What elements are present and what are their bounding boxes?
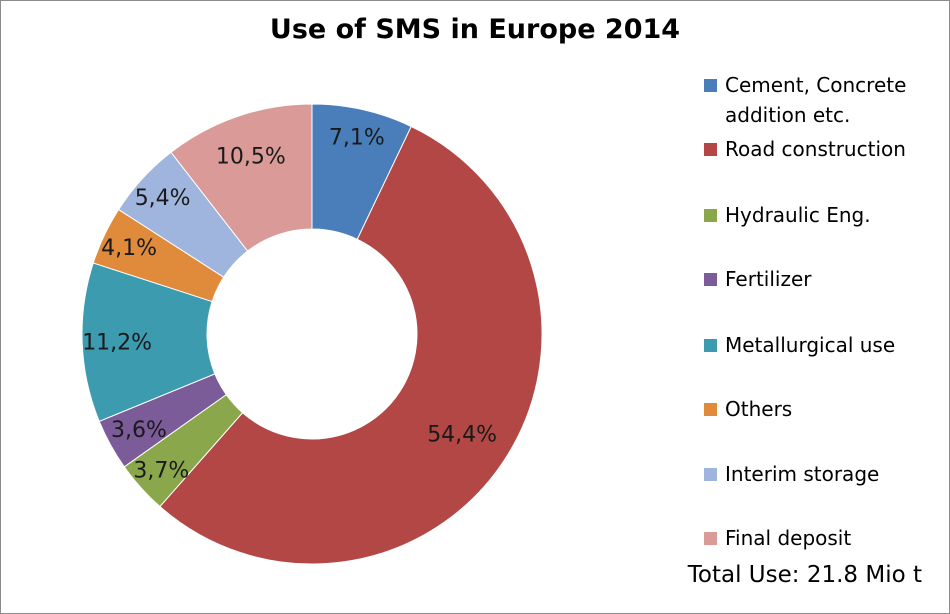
slice-data-label-5: 11,2% [82, 330, 152, 355]
slice-data-label-4: 3,6% [111, 418, 167, 443]
legend-swatch [704, 143, 717, 156]
slice-data-label-8: 10,5% [216, 144, 286, 169]
legend-swatch [704, 403, 717, 416]
donut-slice-2 [159, 125, 543, 565]
slice-data-label-3: 3,7% [133, 458, 189, 483]
legend-swatch [704, 339, 717, 352]
legend-swatch [704, 209, 717, 222]
slice-data-label-6: 4,1% [101, 236, 157, 261]
legend-label: Cement, Concrete addition etc. [725, 73, 907, 127]
legend-swatch [704, 79, 717, 92]
slice-data-label-1: 7,1% [329, 126, 385, 151]
legend-label: Hydraulic Eng. [725, 203, 871, 227]
donut-slice-8 [170, 103, 313, 252]
donut-chart: 7,1% 54,4% 3,7% 3,6% 11,2% 4,1% 5,4% 10,5% [81, 103, 543, 565]
legend-label: Road construction [725, 137, 906, 161]
legend-label: Metallurgical use [725, 333, 896, 357]
legend-swatch [704, 273, 717, 286]
slice-data-label-2: 54,4% [427, 422, 497, 447]
legend-label: Fertilizer [725, 267, 812, 291]
legend-label: Interim storage [725, 462, 880, 486]
legend-swatch [704, 468, 717, 481]
legend-label: Final deposit [725, 526, 852, 550]
slice-data-label-7: 5,4% [135, 186, 191, 211]
chart-title: Use of SMS in Europe 2014 [269, 14, 681, 45]
legend-swatch [704, 532, 717, 545]
legend-label: Others [725, 397, 793, 421]
total-annotation: Total Use: 21.8 Mio t [687, 562, 922, 588]
